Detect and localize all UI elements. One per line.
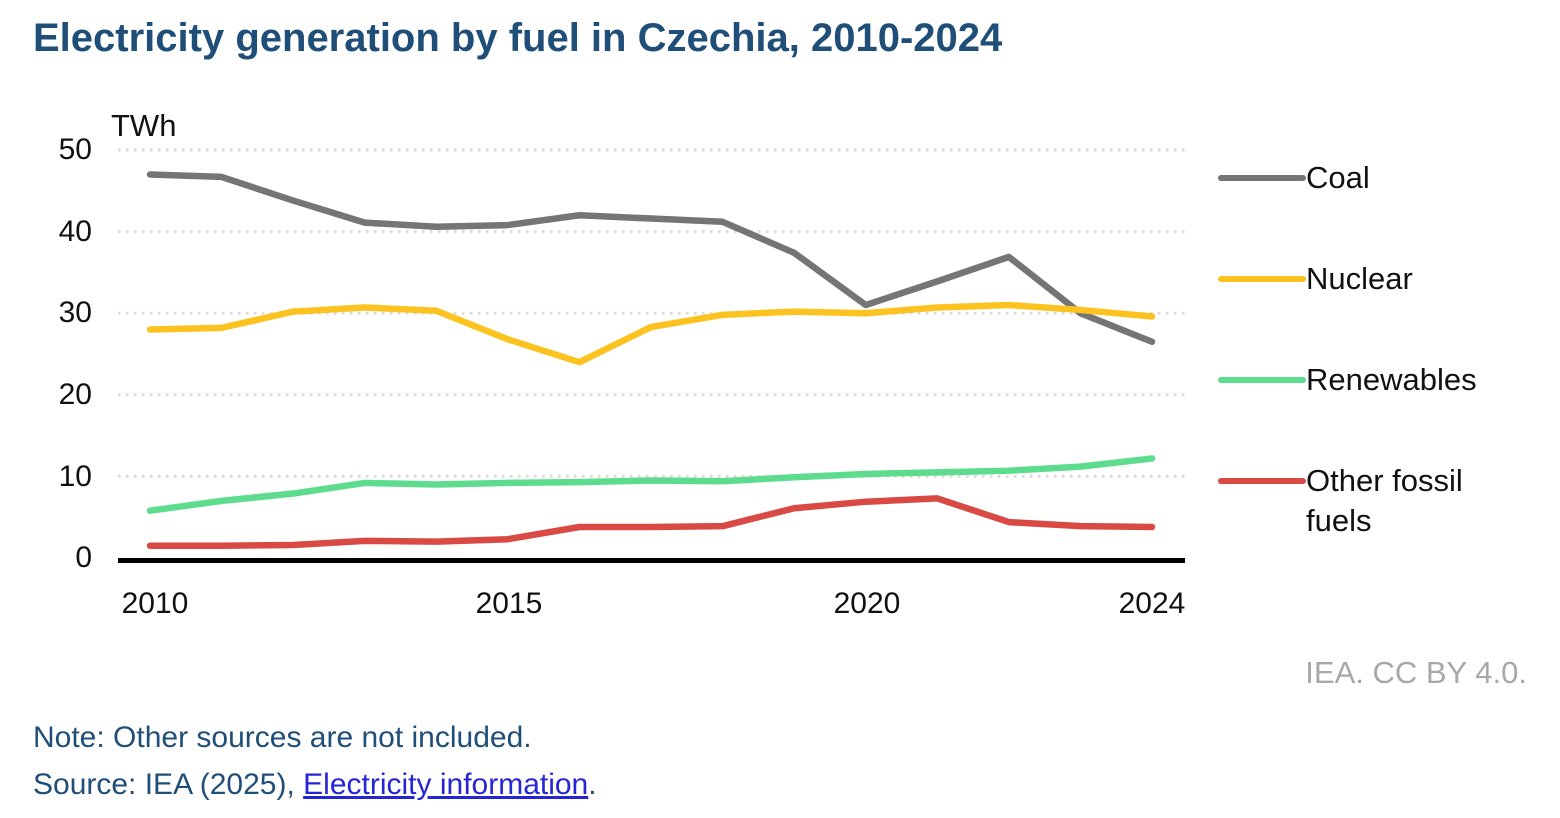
other-fossil-fuels-line-swatch (1218, 478, 1306, 484)
source-link[interactable]: Electricity information (303, 768, 589, 801)
legend-item-other-fossil-fuels: Other fossil fuels (1218, 461, 1536, 541)
y-tick-50: 50 (58, 133, 92, 166)
x-tick-2015: 2015 (475, 587, 543, 620)
coal-line (146, 171, 1156, 346)
legend-item-renewables: Renewables (1218, 360, 1536, 400)
source-text: Source: IEA (2025), Electricity informat… (33, 768, 597, 802)
legend-item-nuclear: Nuclear (1218, 259, 1536, 299)
page-title: Electricity generation by fuel in Czechi… (33, 16, 1003, 60)
nuclear-line-swatch (1218, 276, 1306, 282)
y-axis-unit-label: TWh (111, 108, 177, 143)
legend-label-renewables: Renewables (1306, 362, 1477, 397)
note-text: Note: Other sources are not included. (33, 721, 532, 754)
legend-label-coal: Coal (1306, 160, 1370, 195)
y-tick-20: 20 (58, 378, 92, 411)
nuclear-line (146, 301, 1156, 366)
source-suffix: . (588, 768, 597, 801)
x-tick-2020: 2020 (833, 587, 901, 620)
x-tick-2024: 2024 (1118, 587, 1186, 620)
legend-item-coal: Coal (1218, 158, 1536, 198)
legend-label-nuclear: Nuclear (1306, 261, 1413, 296)
x-tick-2010: 2010 (121, 587, 189, 620)
y-tick-10: 10 (58, 460, 92, 493)
other-fossil-fuels-line (146, 495, 1156, 550)
y-tick-40: 40 (58, 215, 92, 248)
legend-label-other-fossil-fuels: Other fossil fuels (1306, 463, 1463, 538)
y-tick-0: 0 (75, 541, 92, 574)
renewables-line-swatch (1218, 377, 1306, 383)
source-prefix: Source: IEA (2025), (33, 768, 304, 801)
attribution-text: IEA. CC BY 4.0. (1305, 655, 1527, 690)
y-tick-30: 30 (58, 296, 92, 329)
renewables-line (146, 455, 1156, 514)
coal-line-swatch (1218, 175, 1306, 181)
